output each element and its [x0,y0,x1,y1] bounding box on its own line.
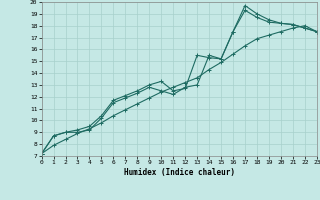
X-axis label: Humidex (Indice chaleur): Humidex (Indice chaleur) [124,168,235,177]
